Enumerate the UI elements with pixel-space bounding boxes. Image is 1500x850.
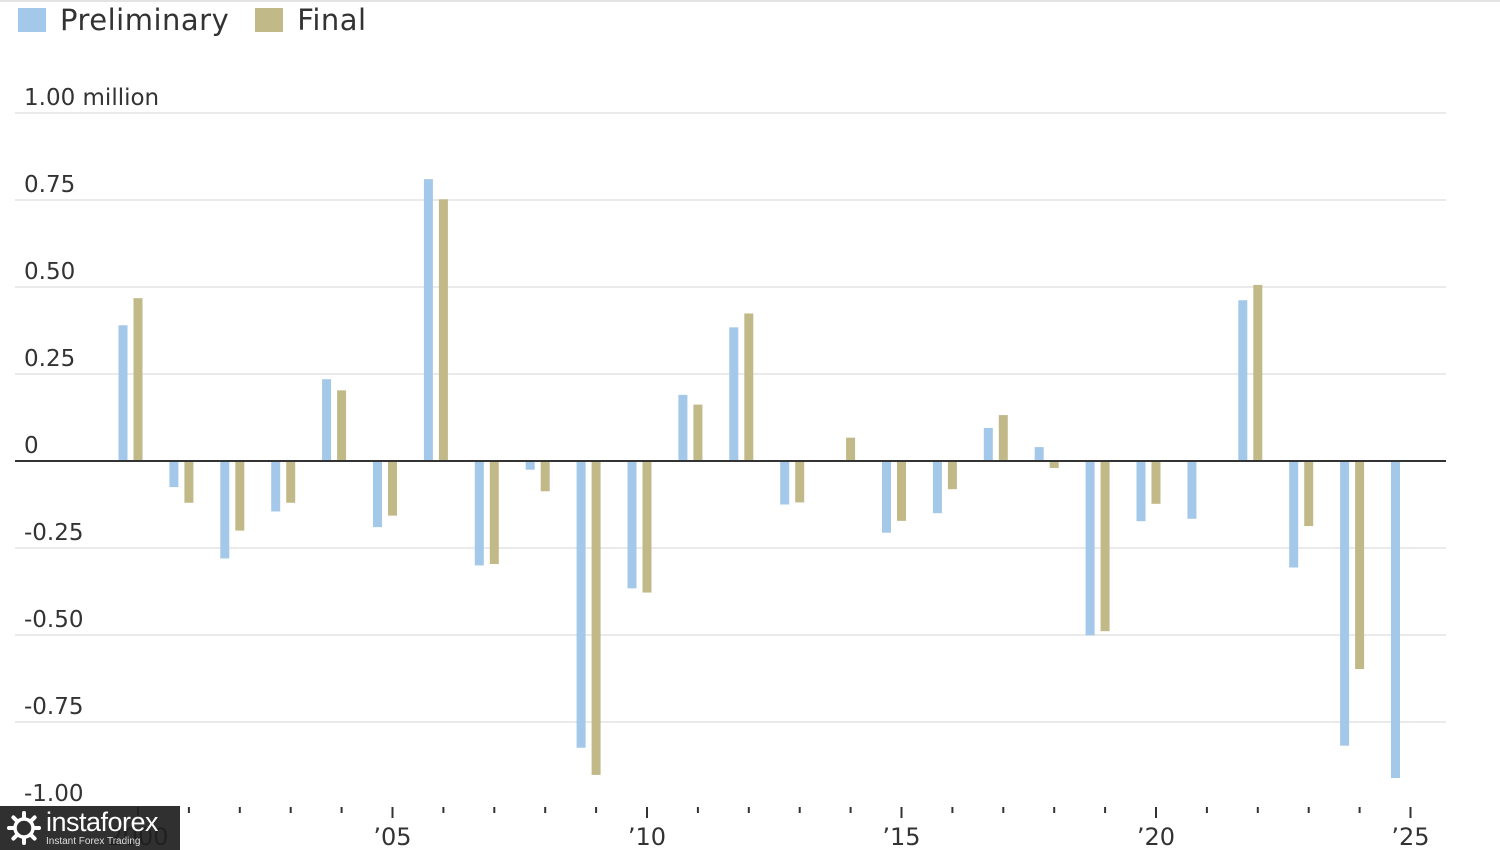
bar-preliminary bbox=[983, 427, 993, 461]
legend-label-final: Final bbox=[297, 3, 367, 37]
x-tick-label: ’20 bbox=[1137, 823, 1175, 850]
legend-swatch-preliminary bbox=[18, 8, 46, 32]
y-tick-label: -0.25 bbox=[24, 520, 84, 546]
bar-final bbox=[133, 298, 143, 461]
bar-preliminary bbox=[678, 394, 688, 461]
bar-preliminary bbox=[729, 327, 739, 461]
bar-final bbox=[744, 313, 754, 461]
legend-item-preliminary: Preliminary bbox=[18, 3, 229, 37]
bar-final bbox=[947, 461, 957, 490]
bar-final bbox=[591, 461, 601, 775]
bar-final bbox=[489, 461, 499, 565]
bar-preliminary bbox=[1136, 461, 1146, 522]
bar-final bbox=[286, 461, 296, 503]
y-tick-label: 0 bbox=[24, 433, 39, 459]
bar-final bbox=[184, 461, 194, 503]
legend: Preliminary Final bbox=[18, 3, 393, 37]
bar-preliminary bbox=[1187, 461, 1197, 519]
bar-preliminary bbox=[169, 461, 179, 488]
bar-preliminary bbox=[220, 461, 230, 559]
y-tick-label: -0.75 bbox=[24, 694, 84, 720]
bar-final bbox=[1100, 461, 1110, 632]
y-tick-label: 0.25 bbox=[24, 346, 75, 372]
y-tick-label: 0.75 bbox=[24, 172, 75, 198]
bar-preliminary bbox=[1340, 461, 1350, 746]
bar-final bbox=[642, 461, 652, 593]
watermark-tagline: Instant Forex Trading bbox=[46, 836, 141, 847]
x-axis: 2000’05’10’15’20’25 bbox=[15, 460, 1446, 850]
y-tick-label: 0.50 bbox=[24, 259, 75, 285]
bar-preliminary bbox=[627, 461, 637, 589]
bar-final bbox=[1049, 461, 1059, 468]
bar-final bbox=[235, 461, 245, 531]
bar-final bbox=[540, 461, 550, 492]
y-tick-label: 1.00 million bbox=[24, 85, 159, 111]
bar-preliminary bbox=[525, 461, 535, 470]
bars bbox=[118, 179, 1400, 779]
legend-item-final: Final bbox=[255, 3, 366, 37]
bar-preliminary bbox=[576, 461, 586, 748]
bar-preliminary bbox=[118, 325, 128, 461]
bar-final bbox=[846, 437, 856, 461]
bar-preliminary bbox=[373, 461, 382, 528]
x-tick-label: ’10 bbox=[628, 823, 666, 850]
x-tick-label: ’25 bbox=[1391, 823, 1429, 850]
bar-preliminary bbox=[1238, 300, 1248, 461]
bar-final bbox=[438, 199, 448, 461]
y-axis-tick-labels: 1.00 million 0.75 0.50 0.25 0 -0.25 -0.50 -0.75… bbox=[24, 85, 159, 807]
instaforex-watermark: instaforex Instant Forex Trading bbox=[0, 806, 180, 850]
y-tick-label: -0.50 bbox=[24, 607, 84, 633]
legend-swatch-final bbox=[255, 8, 284, 32]
bar-preliminary bbox=[780, 461, 790, 505]
bar-preliminary bbox=[474, 461, 484, 566]
bar-final bbox=[1355, 461, 1365, 670]
top-border bbox=[0, 0, 1500, 2]
bar-final bbox=[1151, 461, 1161, 504]
bar-preliminary bbox=[882, 461, 891, 533]
bar-final bbox=[897, 461, 906, 521]
bar-final bbox=[388, 461, 397, 516]
bar-preliminary bbox=[423, 179, 433, 461]
bar-preliminary bbox=[932, 461, 942, 514]
bar-final bbox=[337, 390, 347, 461]
legend-label-preliminary: Preliminary bbox=[60, 3, 230, 37]
watermark-text: instaforex Instant Forex Trading bbox=[46, 807, 159, 847]
bar-final bbox=[1304, 461, 1314, 527]
bar-final bbox=[693, 404, 703, 461]
bar-final bbox=[795, 461, 805, 503]
bar-preliminary bbox=[1289, 461, 1299, 568]
watermark-brand-name: instaforex bbox=[46, 807, 159, 837]
bar-final bbox=[998, 415, 1008, 461]
bar-preliminary bbox=[271, 461, 281, 512]
bar-preliminary bbox=[1034, 447, 1044, 461]
bar-preliminary bbox=[1391, 461, 1400, 779]
bar-final bbox=[1253, 284, 1263, 461]
gridlines bbox=[15, 112, 1446, 723]
x-tick-label: ’05 bbox=[373, 823, 411, 850]
bar-preliminary bbox=[1085, 461, 1095, 636]
x-tick-label: ’15 bbox=[882, 823, 920, 850]
instaforex-logo-icon bbox=[7, 811, 41, 845]
bar-preliminary bbox=[322, 379, 332, 461]
y-tick-label: -1.00 bbox=[24, 781, 84, 807]
